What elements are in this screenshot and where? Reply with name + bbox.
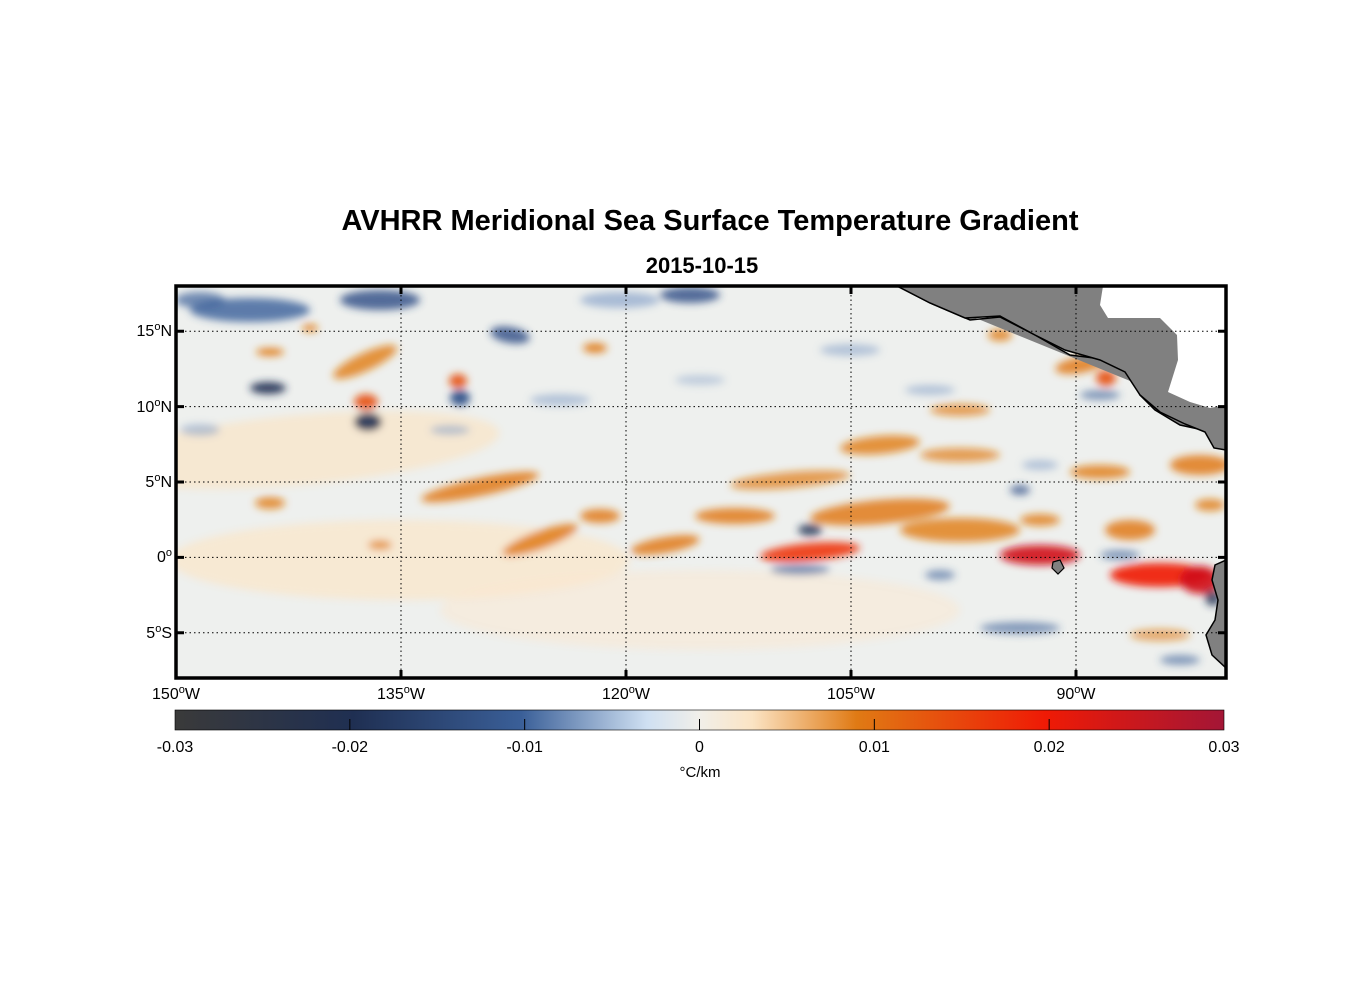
field-patch [1010, 485, 1030, 495]
field-patch [730, 470, 850, 490]
field-patch [820, 344, 880, 356]
field-patch [302, 324, 318, 332]
field-patch [1096, 370, 1116, 386]
field-patch [798, 524, 822, 536]
map-frame [174, 284, 1228, 680]
field-patch [176, 292, 225, 308]
field-patch [340, 290, 420, 310]
field-patch [810, 498, 950, 526]
field-patch [630, 535, 700, 555]
latitude-label: 5oN [145, 472, 172, 491]
latitude-label: 0o [156, 547, 172, 567]
field-patch [580, 292, 660, 308]
galapagos-land [1051, 559, 1065, 575]
field-patch [1100, 550, 1140, 560]
field-patch [770, 565, 830, 575]
north-america-coast-white [1100, 286, 1226, 408]
field-patch [1020, 514, 1060, 526]
field-patch [176, 520, 630, 600]
latitude-label: 10oN [136, 396, 172, 416]
field-patch [900, 518, 1020, 542]
field-patch [675, 375, 725, 385]
longitude-label: 120oW [602, 684, 650, 703]
colorbar-tick-label: 0.03 [1208, 739, 1240, 756]
colorbar-tick-label: 0.02 [1033, 739, 1065, 756]
field-patch [930, 404, 990, 416]
field-patch [920, 448, 1000, 462]
figure-title: AVHRR Meridional Sea Surface Temperature… [341, 205, 1079, 237]
longitude-label: 150oW [152, 684, 200, 703]
central-america-coast [896, 286, 1226, 451]
field-patch [354, 394, 378, 410]
field-patch [502, 523, 578, 557]
figure-date: 2015-10-15 [645, 253, 759, 278]
field-patch [1000, 545, 1080, 565]
south-america-land [1205, 559, 1226, 670]
field-patch [583, 343, 607, 353]
field-patch [530, 394, 590, 406]
field-patch [440, 570, 960, 650]
field-patch [1022, 460, 1058, 470]
field-patch [368, 540, 392, 550]
field-patch [450, 390, 470, 406]
latitude-label: 15oN [136, 321, 172, 341]
colorbar-ticks [349, 719, 1050, 730]
field-patch [1105, 520, 1155, 540]
field-patch [1130, 629, 1190, 641]
colorbar-unit: °C/km [679, 764, 721, 781]
field-patch [660, 287, 720, 303]
field-patch [421, 471, 539, 503]
gradient-field [176, 287, 1226, 665]
field-patch [760, 542, 860, 562]
field-patch [354, 413, 382, 431]
field-patch [250, 382, 286, 394]
field-patch [333, 345, 397, 379]
field-patch [1160, 655, 1200, 665]
field-patch [430, 425, 470, 435]
latitude-label: 5oS [146, 622, 172, 642]
field-patch [180, 424, 220, 436]
colorbar-tick-label: -0.03 [156, 739, 194, 756]
land-layer [896, 286, 1226, 670]
field-patch [490, 326, 530, 344]
field-patch [840, 435, 920, 455]
longitude-label: 105oW [827, 684, 875, 703]
longitude-label: 135oW [377, 684, 425, 703]
field-patch [255, 497, 285, 509]
colorbar-tick-label: -0.02 [331, 739, 369, 756]
field-patch [695, 508, 775, 524]
colorbar-tick-label: -0.01 [506, 739, 543, 756]
field-patch [1070, 465, 1130, 479]
field-patch [580, 509, 620, 523]
field-patch [256, 348, 284, 356]
field-patch [905, 385, 955, 395]
colorbar-tick-label: 0 [695, 739, 704, 756]
field-patch [980, 622, 1060, 634]
colorbar-tick-label: 0.01 [858, 739, 890, 756]
field-patch [925, 570, 955, 580]
field-patch [988, 329, 1012, 341]
field-patch [1170, 455, 1226, 475]
field-patch [1195, 499, 1225, 511]
field-patch [1080, 390, 1120, 400]
field-patch [1180, 566, 1220, 594]
field-patch [449, 374, 467, 388]
longitude-label: 90oW [1056, 684, 1096, 703]
